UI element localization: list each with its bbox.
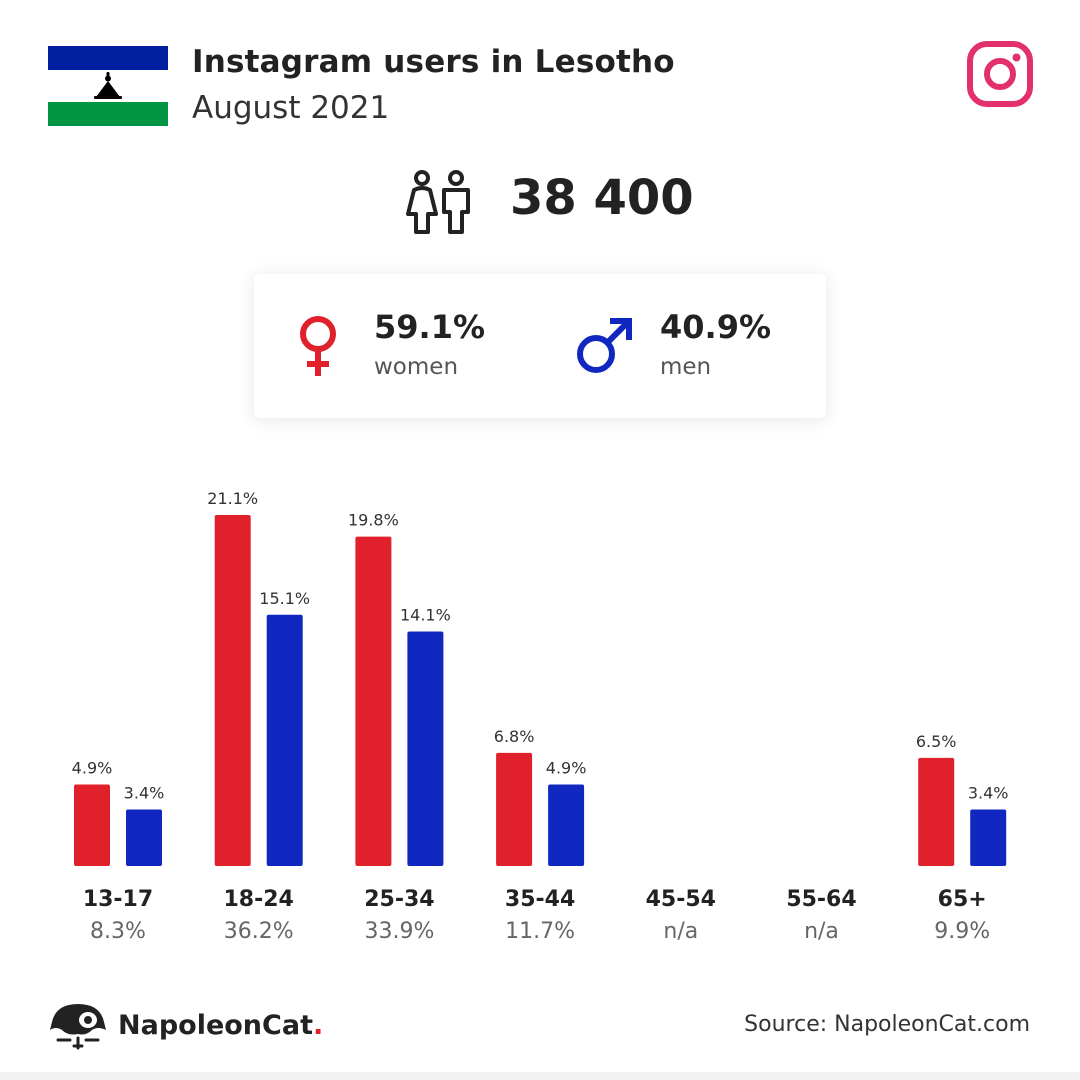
male-symbol-icon xyxy=(577,318,632,373)
men-percentage: 40.9% xyxy=(660,308,772,346)
bar-women-18-24 xyxy=(214,515,251,866)
people-icon xyxy=(406,170,470,234)
data-label-women-25-34: 19.8% xyxy=(348,511,399,530)
category-label-55-64: 55-64 xyxy=(786,887,856,912)
bar-men-18-24 xyxy=(266,614,303,866)
category-total-35-44: 11.7% xyxy=(505,919,575,944)
data-label-men-13-17: 3.4% xyxy=(124,783,165,802)
data-label-men-25-34: 14.1% xyxy=(400,605,451,624)
category-label-18-24: 18-24 xyxy=(224,887,294,912)
bar-men-25-34 xyxy=(407,631,444,866)
category-total-13-17: 8.3% xyxy=(90,919,146,944)
category-total-18-24: 36.2% xyxy=(224,919,294,944)
bar-women-65+ xyxy=(918,757,955,866)
instagram-icon xyxy=(967,41,1033,107)
data-label-men-65+: 3.4% xyxy=(968,783,1009,802)
napoleoncat-logo-icon xyxy=(50,1004,106,1050)
bar-women-35-44 xyxy=(496,752,533,866)
data-label-women-35-44: 6.8% xyxy=(494,727,535,746)
women-percentage: 59.1% xyxy=(374,308,486,346)
category-total-25-34: 33.9% xyxy=(364,919,434,944)
page-title: Instagram users in Lesotho xyxy=(192,44,675,80)
lesotho-flag xyxy=(48,46,168,126)
category-total-55-64: n/a xyxy=(804,919,839,944)
bar-men-13-17 xyxy=(126,809,162,866)
category-label-65+: 65+ xyxy=(938,887,987,912)
category-label-13-17: 13-17 xyxy=(83,887,153,912)
brand-dot: . xyxy=(312,1010,324,1041)
bar-men-65+ xyxy=(970,809,1007,866)
bottom-bar xyxy=(0,1072,1080,1080)
female-symbol-icon xyxy=(300,316,336,376)
brand-text: NapoleonCat xyxy=(118,1010,313,1041)
gender-summary-card: 59.1% women 40.9% men xyxy=(254,274,826,418)
men-label: men xyxy=(660,354,712,380)
category-label-25-34: 25-34 xyxy=(364,887,434,912)
category-total-65+: 9.9% xyxy=(934,919,990,944)
bar-men-35-44 xyxy=(548,784,585,866)
category-total-45-54: n/a xyxy=(663,919,698,944)
data-label-women-65+: 6.5% xyxy=(916,732,957,751)
data-label-men-35-44: 4.9% xyxy=(546,758,587,777)
women-label: women xyxy=(374,354,459,380)
brand-name: NapoleonCat. xyxy=(118,1010,323,1041)
category-label-35-44: 35-44 xyxy=(505,887,575,912)
category-label-45-54: 45-54 xyxy=(646,887,716,912)
page-subtitle: August 2021 xyxy=(192,90,390,126)
bar-women-25-34 xyxy=(355,536,392,866)
source-text: Source: NapoleonCat.com xyxy=(744,1012,1030,1037)
data-label-men-18-24: 15.1% xyxy=(259,589,310,608)
data-label-women-18-24: 21.1% xyxy=(207,489,258,508)
bar-women-13-17 xyxy=(74,784,110,866)
total-users: 38 400 xyxy=(510,170,694,226)
data-label-women-13-17: 4.9% xyxy=(72,758,113,777)
age-gender-bar-chart: 4.9% 3.4% 13-17 8.3% 21.1% 15.1% 18-24 36.2% 19.… xyxy=(72,489,1009,944)
